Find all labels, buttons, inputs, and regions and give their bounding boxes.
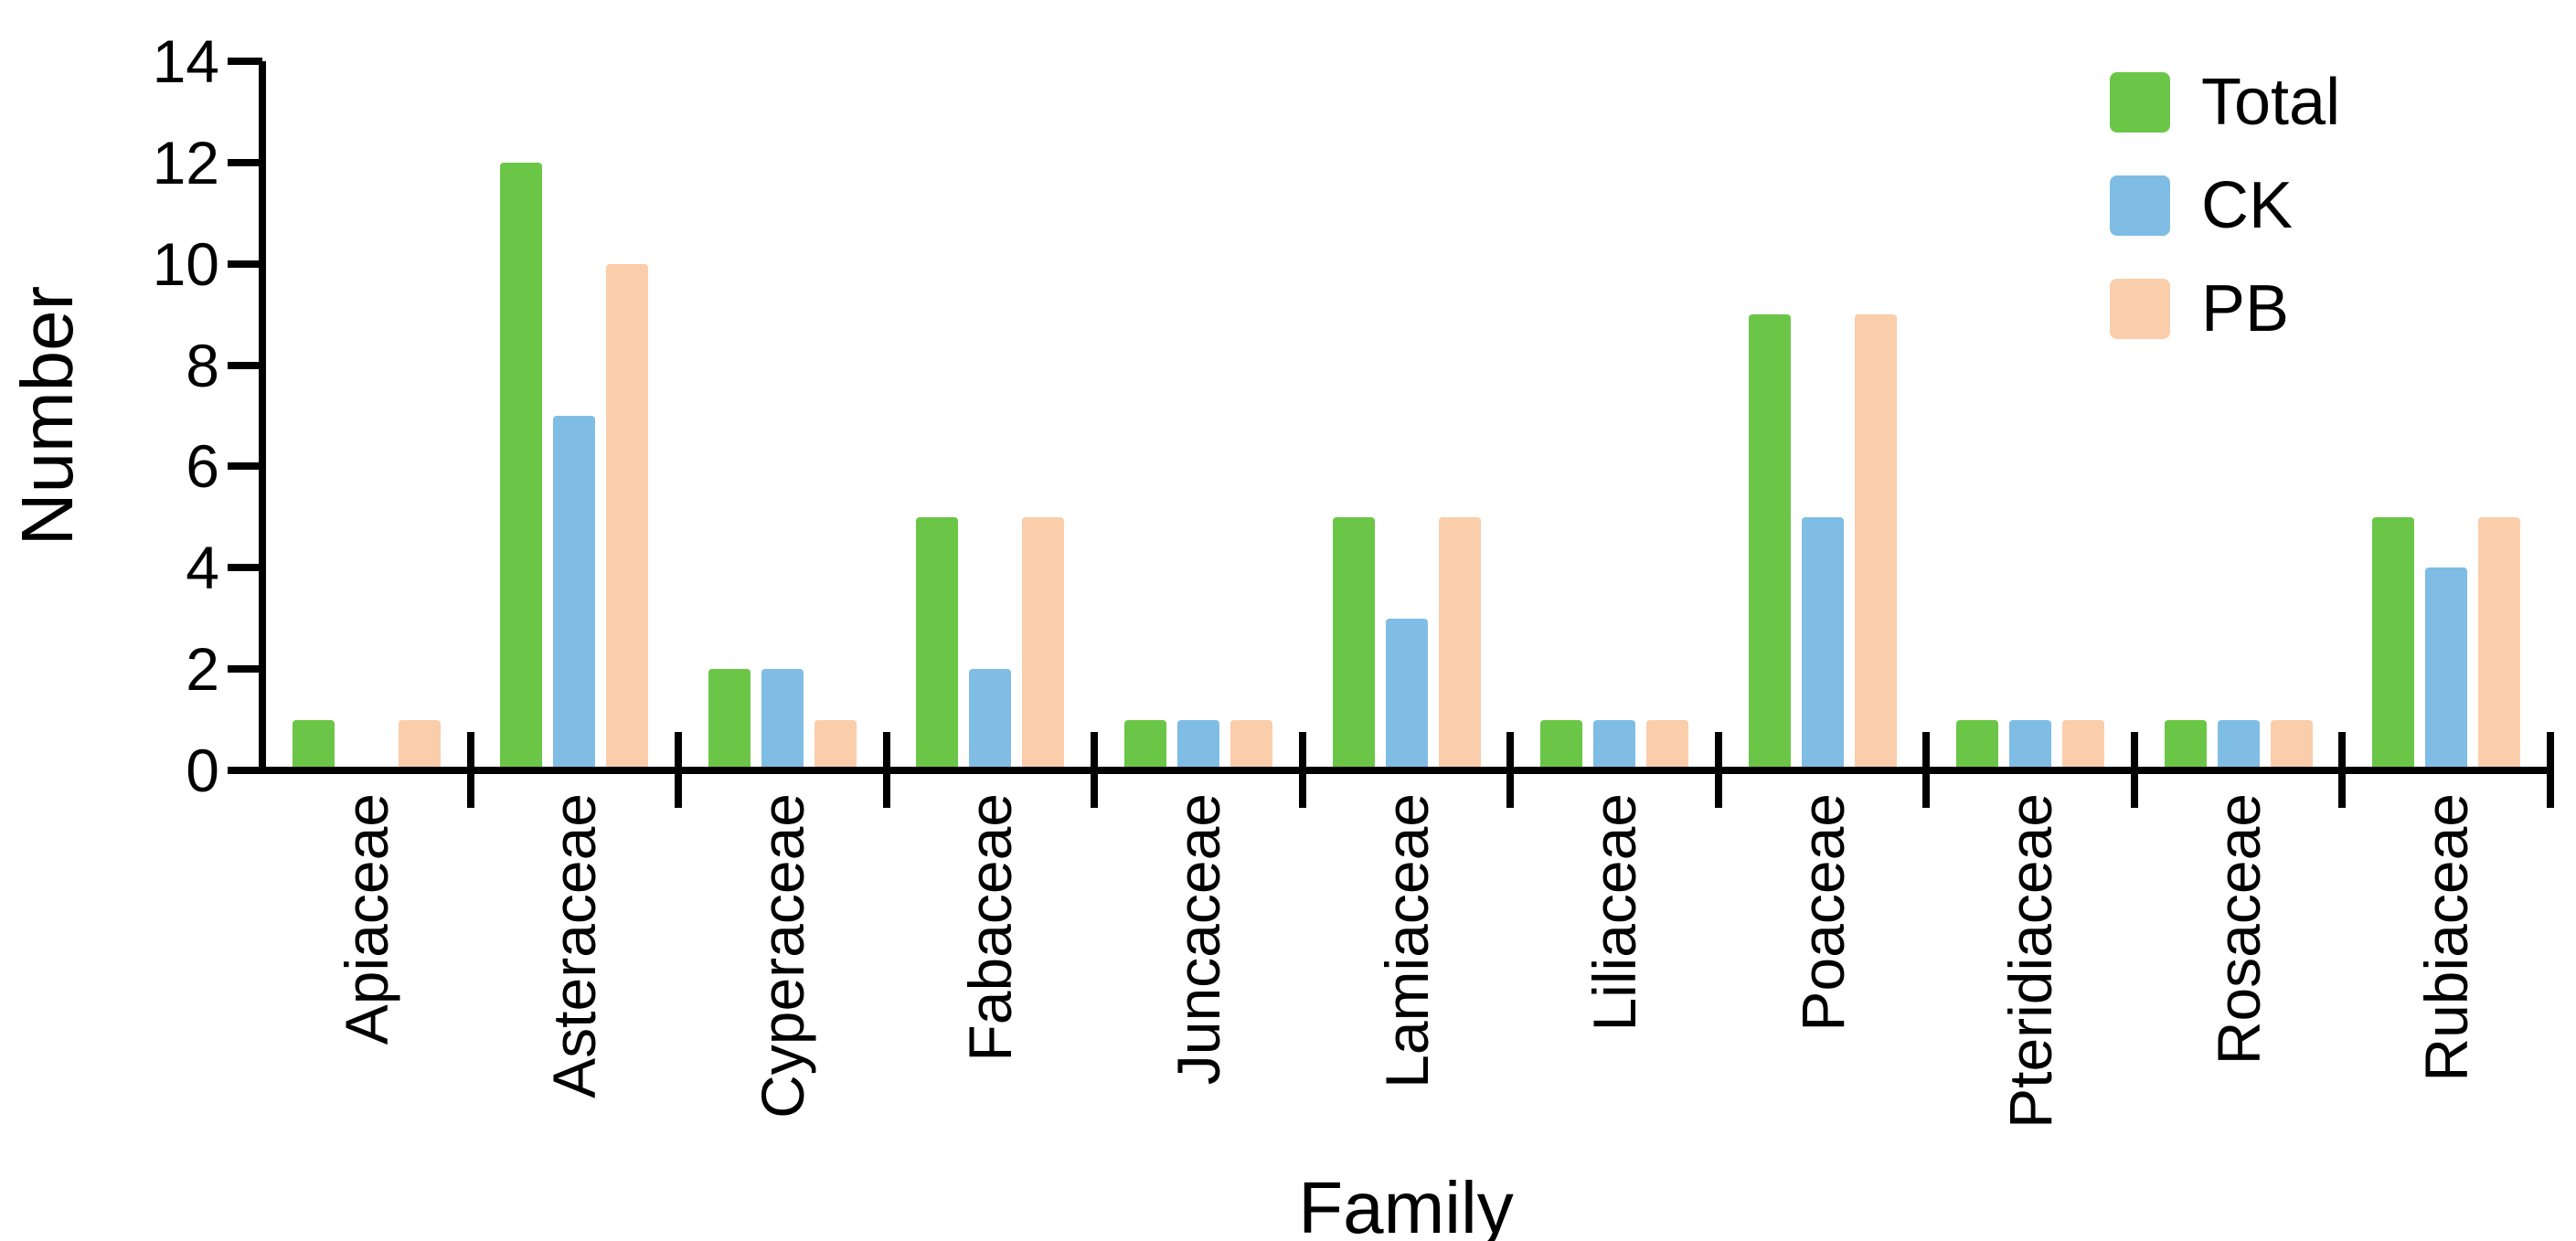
bar-liliaceae-ck xyxy=(1593,719,1636,770)
y-axis-title: Number xyxy=(6,285,88,546)
bar-rosaceae-ck xyxy=(2217,719,2260,770)
bar-juncaceae-ck xyxy=(1176,719,1219,770)
x-axis-title: Family xyxy=(1298,1167,1514,1241)
legend-swatch-ck xyxy=(2110,175,2170,236)
bar-poaceae-pb xyxy=(1854,314,1897,770)
bar-pteridiaceae-total xyxy=(1956,719,1999,770)
bar-lamiaceae-pb xyxy=(1438,516,1481,770)
bar-rubiaceae-ck xyxy=(2425,567,2468,770)
y-tick xyxy=(228,58,262,65)
bar-pteridiaceae-pb xyxy=(2062,719,2105,770)
bar-asteraceae-pb xyxy=(606,263,649,770)
x-tick-label-juncaceae: Juncaceae xyxy=(1164,793,1232,1086)
y-tick-label: 0 xyxy=(186,737,219,804)
x-axis-line xyxy=(259,767,2554,774)
bar-asteraceae-ck xyxy=(553,416,596,770)
bar-rosaceae-total xyxy=(2164,719,2207,770)
bar-poaceae-ck xyxy=(1801,516,1844,770)
y-tick xyxy=(228,260,262,268)
y-tick xyxy=(228,665,262,674)
bar-liliaceae-total xyxy=(1540,719,1583,770)
legend-item-ck: CK xyxy=(2110,169,2294,242)
y-tick xyxy=(228,767,262,774)
bar-rubiaceae-pb xyxy=(2478,516,2521,770)
bar-juncaceae-pb xyxy=(1229,719,1272,770)
x-tick-label-liliaceae: Liliaceae xyxy=(1581,793,1649,1032)
bar-liliaceae-pb xyxy=(1646,719,1689,770)
legend-swatch-total xyxy=(2110,72,2170,133)
bar-lamiaceae-ck xyxy=(1385,618,1428,770)
x-tick-label-rubiaceae: Rubiaceae xyxy=(2412,793,2481,1082)
bar-fabaceae-total xyxy=(916,516,959,770)
bar-fabaceae-pb xyxy=(1022,516,1065,770)
bar-cyperaceae-total xyxy=(708,669,750,770)
x-tick-label-fabaceae: Fabaceae xyxy=(956,793,1025,1062)
bar-asteraceae-total xyxy=(500,162,543,770)
y-tick xyxy=(228,462,262,471)
legend-label-pb: PB xyxy=(2201,272,2290,345)
y-tick-label: 12 xyxy=(152,128,219,196)
bar-juncaceae-total xyxy=(1123,719,1166,770)
y-tick xyxy=(228,158,262,166)
legend-item-total: Total xyxy=(2110,66,2341,139)
x-tick-label-rosaceae: Rosaceae xyxy=(2204,793,2273,1066)
bar-poaceae-total xyxy=(1748,314,1791,770)
x-tick-label-asteraceae: Asteraceae xyxy=(540,793,609,1098)
bar-rubiaceae-total xyxy=(2372,516,2415,770)
bar-apiaceae-pb xyxy=(398,719,441,770)
legend-label-total: Total xyxy=(2201,66,2341,139)
bar-cyperaceae-pb xyxy=(814,719,857,770)
y-tick-label: 14 xyxy=(152,27,219,95)
x-tick-label-lamiaceae: Lamiaceae xyxy=(1372,793,1441,1088)
y-axis-line xyxy=(259,61,266,774)
y-tick-label: 8 xyxy=(186,331,219,399)
legend-swatch-pb xyxy=(2110,279,2170,339)
bar-pteridiaceae-ck xyxy=(2009,719,2052,770)
y-tick-label: 4 xyxy=(186,534,219,602)
y-tick-label: 10 xyxy=(152,229,219,298)
y-tick xyxy=(228,564,262,572)
y-tick-label: 2 xyxy=(186,635,219,704)
x-tick-label-cyperaceae: Cyperaceae xyxy=(748,793,816,1119)
bar-rosaceae-pb xyxy=(2270,719,2313,770)
bar-fabaceae-ck xyxy=(969,669,1012,770)
bar-lamiaceae-total xyxy=(1332,516,1375,770)
x-tick-label-poaceae: Poaceae xyxy=(1788,793,1857,1032)
legend-label-ck: CK xyxy=(2201,169,2294,242)
y-tick-label: 6 xyxy=(186,432,219,501)
bar-apiaceae-total xyxy=(292,719,335,770)
legend-item-pb: PB xyxy=(2110,272,2290,345)
x-tick-label-apiaceae: Apiaceae xyxy=(332,793,400,1045)
x-tick-label-pteridiaceae: Pteridiaceae xyxy=(1996,793,2065,1129)
bar-cyperaceae-ck xyxy=(761,669,804,770)
y-tick xyxy=(228,361,262,369)
